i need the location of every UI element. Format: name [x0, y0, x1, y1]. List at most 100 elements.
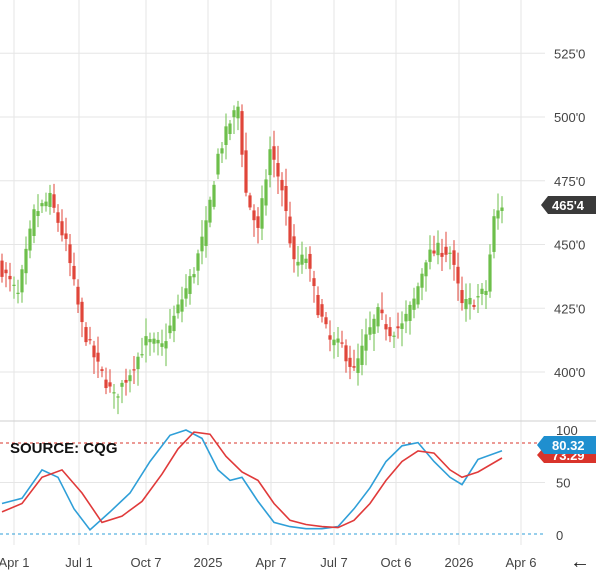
candle-body-99: [396, 326, 400, 329]
candle-96: [384, 314, 388, 341]
candle-68: [272, 130, 276, 178]
back-arrow-icon[interactable]: ←: [570, 551, 590, 573]
candle-body-58: [232, 110, 236, 118]
candle-3: [12, 276, 16, 299]
candle-6: [24, 236, 28, 285]
candle-body-33: [132, 369, 136, 371]
candle-121: [484, 280, 488, 310]
candle-body-10: [40, 203, 44, 207]
candle-body-45: [180, 299, 184, 312]
candle-body-78: [312, 278, 316, 287]
candle-body-112: [448, 252, 452, 254]
candle-body-29: [116, 396, 120, 398]
price-tick-label: 400'0: [554, 365, 585, 380]
candle-37: [148, 332, 152, 356]
candle-79: [316, 286, 320, 318]
candle-body-49: [196, 253, 200, 271]
candle-body-74: [296, 261, 300, 266]
candle-98: [392, 331, 396, 349]
candle-body-22: [88, 339, 92, 341]
candle-120: [480, 283, 484, 306]
candle-99: [396, 312, 400, 339]
candle-39: [156, 331, 160, 356]
candle-47: [188, 268, 192, 305]
candle-28: [112, 383, 116, 409]
candle-31: [124, 368, 128, 396]
candle-body-40: [160, 343, 164, 347]
candle-body-86: [344, 345, 348, 362]
last-price-label: 465'4: [552, 198, 585, 213]
candle-body-25: [100, 369, 104, 371]
candle-102: [408, 301, 412, 335]
candle-21: [84, 322, 88, 346]
candle-81: [324, 312, 328, 329]
candle-2: [8, 262, 12, 292]
candle-body-125: [500, 207, 504, 211]
candle-body-121: [484, 290, 488, 295]
candle-body-37: [148, 339, 152, 343]
candle-body-19: [76, 286, 80, 305]
candle-108: [432, 235, 436, 257]
candle-body-107: [428, 249, 432, 262]
candle-123: [492, 209, 496, 259]
candle-body-114: [456, 266, 460, 284]
candle-body-84: [336, 338, 340, 343]
price-tick-label: 450'0: [554, 238, 585, 253]
candle-82: [328, 320, 332, 352]
candle-60: [240, 104, 244, 168]
candle-body-106: [424, 262, 428, 277]
candle-30: [120, 379, 124, 404]
candle-58: [232, 105, 236, 134]
candle-118: [472, 299, 476, 310]
candle-114: [456, 252, 460, 301]
candle-body-30: [120, 382, 124, 387]
candle-90: [360, 329, 364, 376]
candle-body-111: [444, 246, 448, 255]
stoch-tick-label: 100: [556, 423, 578, 438]
candle-107: [428, 235, 432, 270]
candle-body-15: [60, 221, 64, 236]
candle-body-6: [24, 248, 28, 274]
candle-100: [400, 311, 404, 347]
candle-74: [296, 245, 300, 277]
candle-body-62: [248, 195, 252, 208]
candle-95: [380, 292, 384, 321]
candle-body-79: [316, 295, 320, 316]
candle-body-47: [188, 276, 192, 294]
candle-122: [488, 244, 492, 298]
candle-50: [200, 220, 204, 265]
candle-65: [260, 185, 264, 240]
candle-23: [92, 340, 96, 374]
grid-lines: [0, 0, 545, 545]
candle-body-64: [256, 216, 260, 228]
x-tick-label: Oct 7: [130, 555, 161, 570]
candle-body-118: [472, 305, 476, 307]
candle-body-69: [276, 163, 280, 177]
candle-67: [268, 136, 272, 188]
candle-body-48: [192, 274, 196, 278]
candle-54: [216, 148, 220, 180]
candle-42: [168, 308, 172, 339]
candle-103: [412, 287, 416, 319]
last-price-tag-bg: [541, 195, 596, 214]
candle-8: [32, 204, 36, 244]
candle-body-7: [28, 228, 32, 251]
candle-body-81: [324, 317, 328, 325]
candle-body-5: [20, 269, 24, 293]
candle-124: [496, 193, 500, 230]
candle-body-3: [12, 284, 16, 286]
candle-110: [440, 238, 444, 271]
candle-body-32: [128, 375, 132, 382]
candle-15: [60, 209, 64, 242]
candle-51: [204, 206, 208, 258]
candle-20: [80, 297, 84, 338]
candle-12: [48, 184, 52, 215]
price-tick-label: 525'0: [554, 46, 585, 61]
candle-19: [76, 279, 80, 314]
candle-body-11: [44, 201, 48, 207]
candle-body-67: [268, 149, 272, 176]
candle-body-110: [440, 252, 444, 257]
candle-body-94: [376, 307, 380, 327]
candle-body-91: [364, 334, 368, 351]
